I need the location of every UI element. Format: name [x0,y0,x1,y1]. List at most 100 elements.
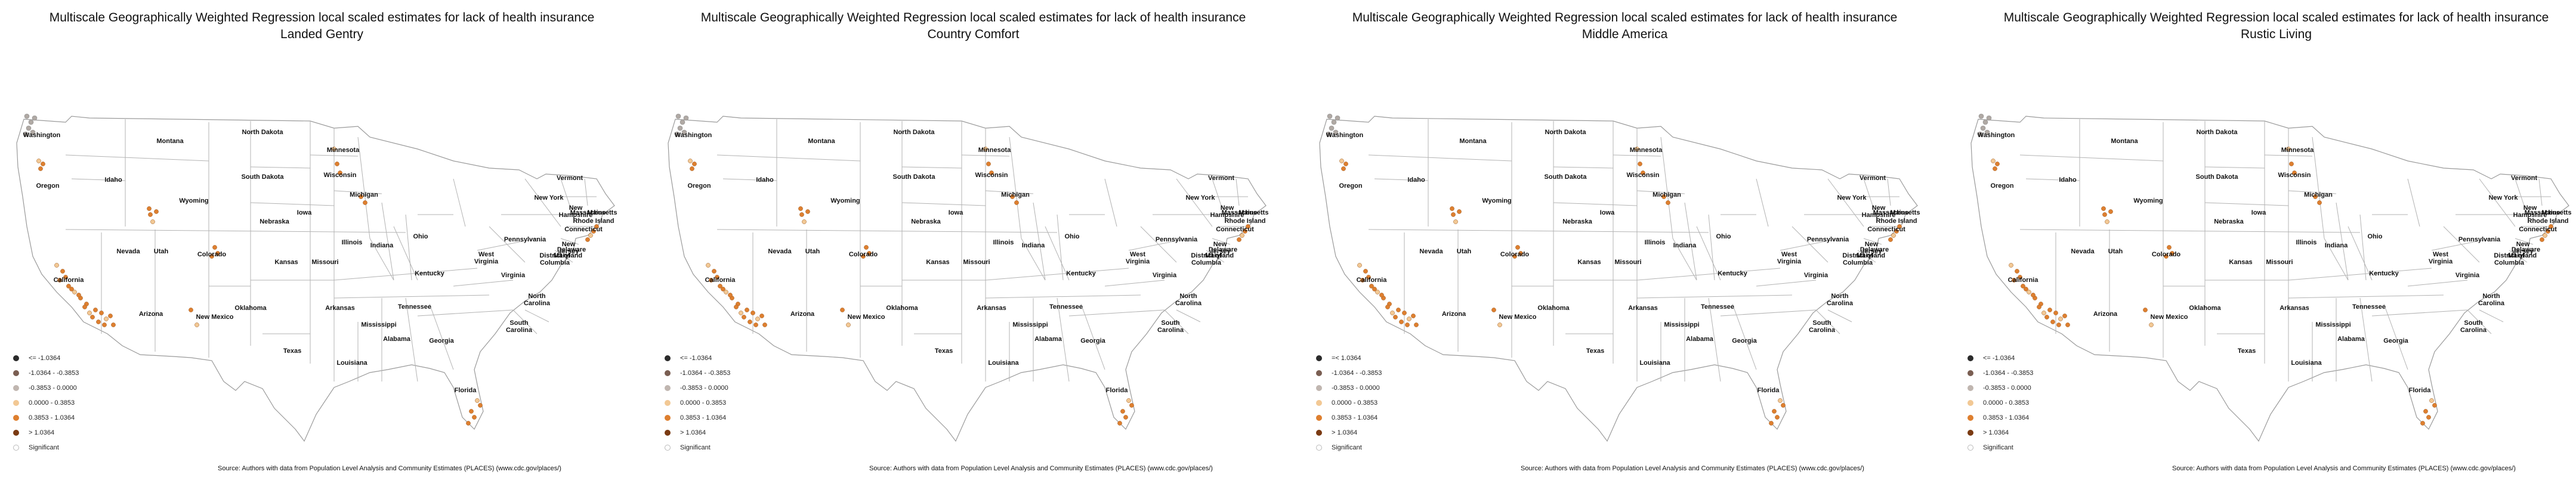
state-label-line: Illinois [993,239,1014,246]
state-label: Alabama [1034,336,1062,343]
state-label-line: Utah [2108,248,2123,255]
state-border [2371,309,2468,317]
estimate-marker [2050,320,2055,324]
state-label-line: Alabama [1686,336,1714,343]
state-label: West Virginia [474,251,499,265]
title-subtitle: Rustic Living [2240,27,2312,41]
state-label-line: Florida [455,387,477,394]
state-label-line: Delaware [1209,246,1237,253]
estimate-marker [1396,308,1401,312]
legend-item: -0.3853 - 0.0000 [665,380,730,395]
state-label: Ohio [1716,233,1731,240]
estimate-marker [1984,129,1990,135]
state-label: Connecticut [1216,226,1254,233]
state-label-line: Connecticut [1216,226,1254,233]
estimate-marker [742,315,746,320]
legend-swatch [1316,399,1322,406]
estimate-marker [2024,287,2028,291]
state-label-line: District of [539,252,570,259]
legend-item: 0.3853 - 1.0364 [1967,410,2033,425]
map-legend: <= -1.0364 -1.0364 - -0.3853 -0.3853 - 0.0… [13,350,79,455]
state-label: Florida [1758,387,1780,394]
state-label: Colorado [1500,251,1530,258]
state-label: North Carolina [1175,293,1202,307]
state-border [1068,309,1165,317]
state-label: Connecticut [564,226,603,233]
legend-item: Significant [13,440,79,455]
state-border [1021,238,1046,281]
state-label-line: Iowa [297,209,312,216]
estimate-marker [2546,229,2550,234]
state-label: Illinois [342,239,363,246]
state-label-line: Massachusetts [1873,209,1920,216]
estimate-marker [1360,278,1365,283]
estimate-marker [1894,229,1899,234]
state-label-line: Wisconsin [2278,172,2311,179]
legend-item: -1.0364 - -0.3853 [665,365,730,380]
state-label-line: Louisiana [336,359,367,367]
state-border [1857,250,1876,263]
state-label-line: New [2524,204,2537,212]
state-border [369,238,394,281]
legend-label: 0.3853 - 1.0364 [1332,414,1378,421]
state-label-line: Colorado [2152,251,2181,258]
estimate-marker [76,293,81,297]
state-border [524,309,549,322]
legend-label: -0.3853 - 0.0000 [29,384,77,392]
state-label: California [2008,277,2039,284]
state-label: Pennsylvania [1156,236,1198,243]
estimate-marker [1405,322,1410,327]
state-border [2288,294,2444,299]
legend-swatch [1316,384,1322,391]
state-label: Illinois [993,239,1014,246]
state-label: Wisconsin [1627,172,1660,179]
state-label: Louisiana [2291,359,2322,367]
us-map: Washington Montana North Dakota Minnesota Or… [16,113,617,442]
state-border [2515,238,2534,245]
legend-swatch [1967,399,1973,406]
estimate-marker [2105,219,2109,224]
legend-swatch [665,414,671,421]
estimate-marker [2170,251,2175,256]
state-label: Illinois [2296,239,2317,246]
state-label-line: Arizona [139,311,163,318]
state-label: Montana [808,138,835,145]
state-label-line: Hampshire [1210,212,1244,219]
state-label: Tennessee [1049,303,1083,311]
state-label: Wisconsin [975,172,1008,179]
estimate-marker [209,254,214,259]
estimate-marker [2044,315,2049,320]
estimate-marker [2012,278,2016,283]
estimate-marker [1243,229,1247,234]
state-label: Ohio [413,233,428,240]
legend-swatch [1316,414,1322,421]
state-label-line: New [2516,241,2530,248]
panel-title: Multiscale Geographically Weighted Regre… [1954,10,2576,43]
state-border [2479,178,2516,227]
state-border [2336,202,2349,281]
state-label-line: District of [1191,252,1222,259]
state-label: Washington [1326,132,1364,139]
legend-item: Significant [1316,440,1382,455]
state-label-line: Wyoming [179,197,208,204]
estimate-marker [802,219,807,224]
legend-swatch [13,384,19,391]
state-border [1104,280,1165,287]
state-label: New York [1837,194,1867,201]
estimate-marker [2037,305,2041,309]
legend-item: -0.3853 - 0.0000 [13,380,79,395]
legend-item: -1.0364 - -0.3853 [1316,365,1382,380]
estimate-marker [1980,125,1986,131]
legend-label: > 1.0364 [1983,429,2009,436]
legend-label: > 1.0364 [680,429,706,436]
state-border [1708,297,1721,382]
state-label-line: New York [2488,194,2518,201]
legend-item: > 1.0364 [1967,425,2033,440]
state-border [2204,202,2289,206]
estimate-marker [1331,119,1337,125]
state-border [1368,154,1512,162]
estimate-marker [32,115,38,121]
estimate-marker [2047,308,2052,312]
state-label-line: Maryland [1857,252,1885,259]
state-border [65,229,406,233]
